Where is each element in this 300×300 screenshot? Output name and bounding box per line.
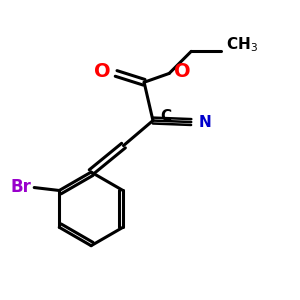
Text: C: C <box>160 109 172 124</box>
Text: Br: Br <box>11 178 32 196</box>
Text: O: O <box>94 62 111 82</box>
Text: CH$_3$: CH$_3$ <box>226 35 258 54</box>
Text: N: N <box>199 115 211 130</box>
Text: O: O <box>174 62 191 82</box>
